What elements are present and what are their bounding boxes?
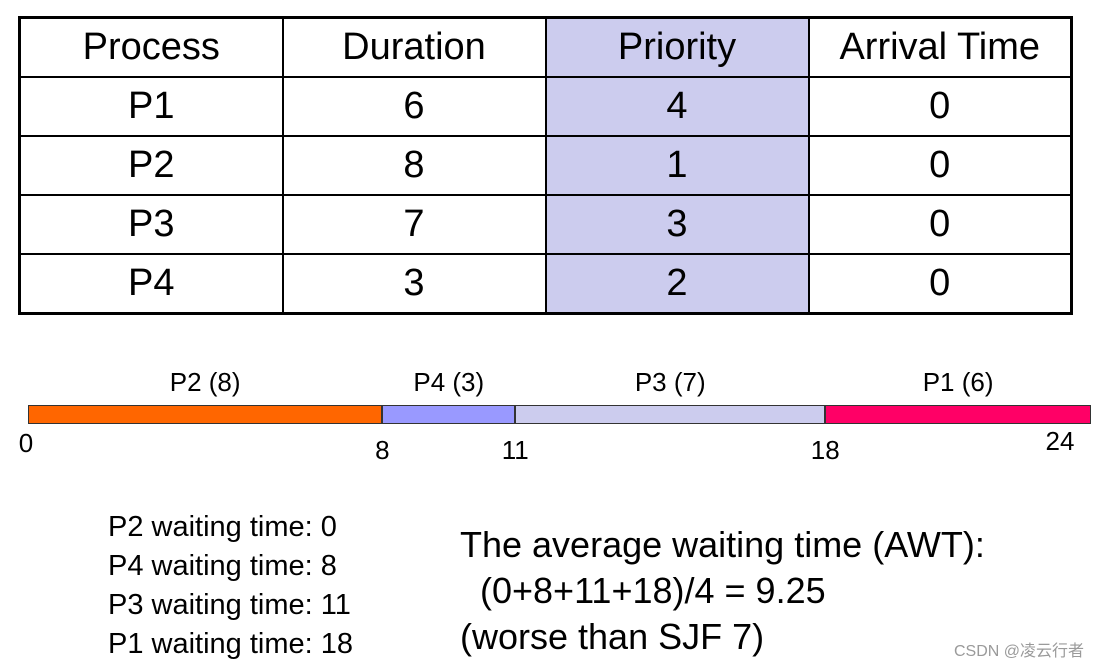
waiting-time-item: P2 waiting time: 0 bbox=[108, 511, 337, 543]
gantt-tick-label: 0 bbox=[18, 428, 34, 458]
watermark: CSDN @凌云行者 bbox=[953, 643, 1084, 660]
header-process: Process bbox=[18, 16, 284, 78]
cell-arrival-time: 0 bbox=[807, 135, 1073, 196]
table-row: P2 8 1 0 bbox=[18, 135, 1073, 196]
table-header-row: Process Duration Priority Arrival Time bbox=[18, 16, 1073, 78]
gantt-segment-label: P2 (8) bbox=[169, 367, 241, 397]
gantt-segment-p1 bbox=[825, 405, 1091, 424]
awt-title: The average waiting time (AWT): bbox=[460, 524, 985, 565]
gantt-segment-p2 bbox=[28, 405, 383, 424]
cell-arrival-time: 0 bbox=[807, 76, 1073, 137]
awt-summary: The average waiting time (AWT): (0+8+11+… bbox=[460, 522, 985, 660]
gantt-tick-label: 18 bbox=[810, 435, 840, 465]
cell-duration: 6 bbox=[281, 76, 547, 137]
table-row: P1 6 4 0 bbox=[18, 76, 1073, 137]
process-table: Process Duration Priority Arrival Time P… bbox=[18, 16, 1073, 315]
cell-priority: 4 bbox=[544, 76, 810, 137]
gantt-segment-p3 bbox=[515, 405, 826, 424]
cell-process: P3 bbox=[18, 194, 284, 255]
gantt-segment-p4 bbox=[382, 405, 516, 424]
gantt-segment-label: P1 (6) bbox=[922, 367, 994, 397]
gantt-tick-label: 8 bbox=[375, 435, 390, 465]
cell-process: P1 bbox=[18, 76, 284, 137]
cell-arrival-time: 0 bbox=[807, 253, 1073, 315]
waiting-time-item: P1 waiting time: 18 bbox=[108, 628, 354, 660]
gantt-segment-label: P4 (3) bbox=[413, 367, 485, 397]
cell-duration: 7 bbox=[281, 194, 547, 255]
cell-priority: 2 bbox=[544, 253, 810, 315]
gantt-segment-label: P3 (7) bbox=[634, 367, 706, 397]
awt-comparison: (worse than SJF 7) bbox=[460, 616, 765, 657]
gantt-tick-label: 24 bbox=[1045, 426, 1075, 456]
header-arrival-time: Arrival Time bbox=[807, 16, 1073, 78]
table-row: P4 3 2 0 bbox=[18, 253, 1073, 315]
cell-process: P4 bbox=[18, 253, 284, 315]
header-priority: Priority bbox=[544, 16, 810, 78]
cell-priority: 1 bbox=[544, 135, 810, 196]
waiting-time-item: P3 waiting time: 11 bbox=[108, 589, 351, 621]
table-row: P3 7 3 0 bbox=[18, 194, 1073, 255]
cell-duration: 8 bbox=[281, 135, 547, 196]
cell-duration: 3 bbox=[281, 253, 547, 315]
awt-formula: (0+8+11+18)/4 = 9.25 bbox=[460, 570, 826, 611]
waiting-time-list: P2 waiting time: 0 P4 waiting time: 8 P3… bbox=[108, 508, 353, 664]
cell-process: P2 bbox=[18, 135, 284, 196]
gantt-tick-label: 11 bbox=[501, 435, 529, 465]
header-duration: Duration bbox=[281, 16, 547, 78]
cell-priority: 3 bbox=[544, 194, 810, 255]
waiting-time-item: P4 waiting time: 8 bbox=[108, 550, 337, 582]
cell-arrival-time: 0 bbox=[807, 194, 1073, 255]
